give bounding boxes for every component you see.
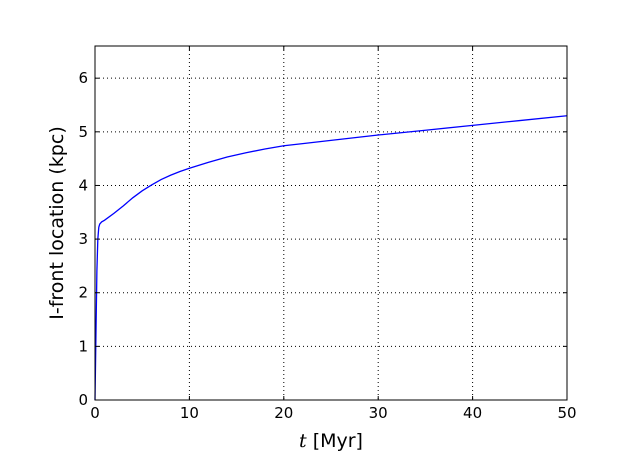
x-tick-label: 40 xyxy=(463,404,482,422)
plot-frame xyxy=(94,45,568,401)
x-axis-variable: t xyxy=(299,430,307,452)
y-tick-label: 4 xyxy=(78,176,88,194)
y-axis-label: I-front location (kpc) xyxy=(46,126,68,319)
x-tick-label: 50 xyxy=(557,404,576,422)
y-tick-label: 6 xyxy=(78,69,88,87)
series-line xyxy=(94,115,568,401)
y-tick-labels: 0 1 2 3 4 5 6 xyxy=(78,69,88,409)
series-layer xyxy=(94,115,568,401)
y-tick-label: 0 xyxy=(78,391,88,409)
x-tick-labels: 0 10 20 30 40 50 xyxy=(90,404,576,422)
y-tick-label: 5 xyxy=(78,123,88,141)
x-tick-label: 0 xyxy=(90,404,100,422)
y-tick-label: 1 xyxy=(78,337,88,355)
tick-marks xyxy=(94,46,568,401)
x-tick-label: 10 xyxy=(180,404,199,422)
x-axis-label: t [Myr] xyxy=(299,430,363,452)
y-tick-label: 2 xyxy=(78,284,88,302)
x-tick-label: 20 xyxy=(274,404,293,422)
y-tick-label: 3 xyxy=(78,230,88,248)
x-tick-label: 30 xyxy=(369,404,388,422)
x-axis-unit: [Myr] xyxy=(307,430,363,452)
grid-lines xyxy=(95,46,567,400)
